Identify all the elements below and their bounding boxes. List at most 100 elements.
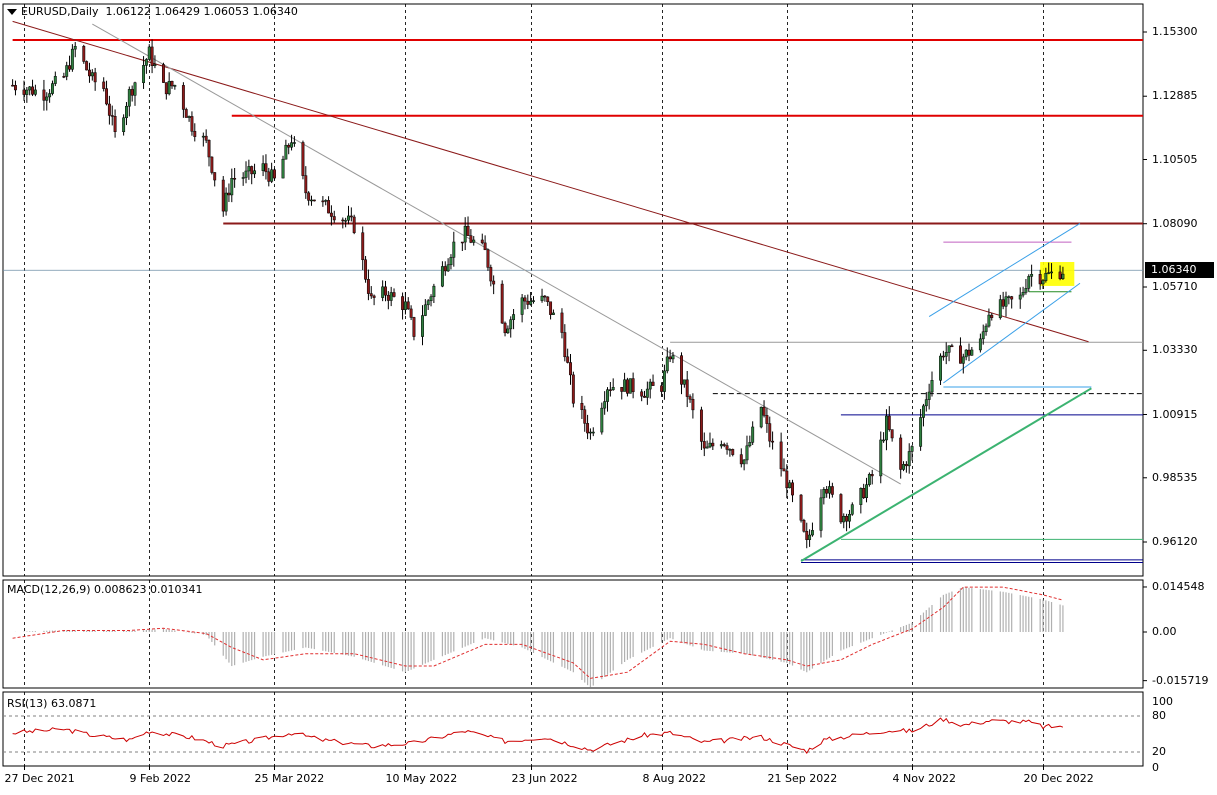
bull-candle [224,192,228,212]
bear-candle [631,378,635,393]
bear-candle [264,163,268,173]
bear-candle [731,449,735,455]
bull-candle [984,325,988,333]
bear-candle [1010,296,1014,300]
bear-candle [93,72,97,83]
bear-candle [369,293,373,297]
last-price-tag: 1.06340 [1145,262,1214,279]
bear-candle [321,200,325,203]
bear-candle [620,387,624,392]
bear-candle [702,441,706,449]
bull-candle [623,379,627,392]
bear-candle [82,46,86,62]
bull-candle [28,86,32,91]
bear-candle [31,86,34,95]
bull-candle [292,142,296,144]
bull-candle [532,300,535,302]
bull-candle [842,515,846,523]
bear-candle [549,301,553,315]
bear-candle [110,115,114,117]
macd-header: MACD(12,26,9) 0.008623 0.010341 [7,583,203,596]
bull-candle [201,135,205,138]
chart-objects[interactable] [3,20,1143,563]
bear-candle [250,166,254,175]
bear-candle [221,179,225,212]
bull-candle [682,379,686,385]
bull-candle [463,225,467,243]
bull-candle [540,295,544,301]
bear-candle [341,219,345,222]
triangle-down-icon[interactable] [7,9,17,15]
bull-candle [127,89,131,107]
bull-candle [922,405,925,418]
bear-candle [950,345,954,347]
bear-candle [213,172,217,181]
date-tick-label: 23 Jun 2022 [511,772,578,785]
bear-candle [22,89,26,95]
bull-candle [939,355,942,381]
macd-tick-label: -0.015719 [1152,673,1209,687]
bear-candle [640,391,644,397]
price-tick-label: 1.00915 [1152,407,1198,421]
bear-candle [722,444,726,446]
bear-candle [768,423,772,442]
price-tick-label: 1.10505 [1152,152,1198,166]
bear-candle [184,109,188,118]
bull-candle [910,446,914,452]
bull-candle [748,442,752,447]
bear-candle [802,520,806,532]
macd-panel-frame [2,579,1144,689]
bull-candle [423,304,427,316]
bull-candle [48,93,52,98]
bear-candle [887,415,891,430]
date-tick-label: 25 Mar 2022 [254,772,325,785]
bull-candle [1024,288,1028,293]
bull-candle [865,484,868,499]
bear-candle [14,85,17,91]
bull-candle [705,446,709,449]
bull-candle [822,489,826,499]
bear-candle [329,212,333,217]
bear-candle [150,46,154,66]
bear-candle [569,362,572,376]
bear-candle [361,232,365,261]
bear-candle [862,488,866,499]
bear-candle [1001,299,1005,307]
trend-line [943,282,1081,384]
bear-candle [164,82,168,95]
rsi-panel-frame [2,691,1144,767]
trend-line [800,387,1092,563]
bear-candle [210,156,214,173]
bull-candle [421,315,424,337]
bull-candle [751,426,755,443]
bear-candle [805,531,809,540]
bull-candle [788,482,792,489]
price-tick-label: 0.98535 [1152,470,1198,484]
trend-line [92,23,901,485]
bull-candle [606,389,609,402]
price-tick-label: 1.05710 [1152,280,1198,293]
date-tick-label: 20 Dec 2022 [1023,772,1094,785]
bear-candle [762,406,766,416]
bull-candle [902,464,905,470]
bull-candle [1018,294,1022,300]
bear-candle [62,76,66,78]
bull-candle [147,46,151,60]
bull-candle [819,497,823,531]
trend-line [12,20,1089,343]
bull-candle [153,64,157,66]
bull-candle [919,417,923,447]
bull-candle [662,370,666,392]
bull-candle [1021,292,1025,296]
bear-candle [483,242,487,251]
bull-candle [33,89,37,95]
chart-header[interactable]: EURUSD,Daily 1.06122 1.06429 1.06053 1.0… [7,5,298,18]
bear-candle [560,312,564,333]
bull-candle [310,199,313,202]
bear-candle [102,81,106,89]
rsi-tick-label: 20 [1152,745,1166,758]
bear-candle [181,85,185,110]
bear-candle [782,468,786,472]
bear-candle [105,88,108,105]
